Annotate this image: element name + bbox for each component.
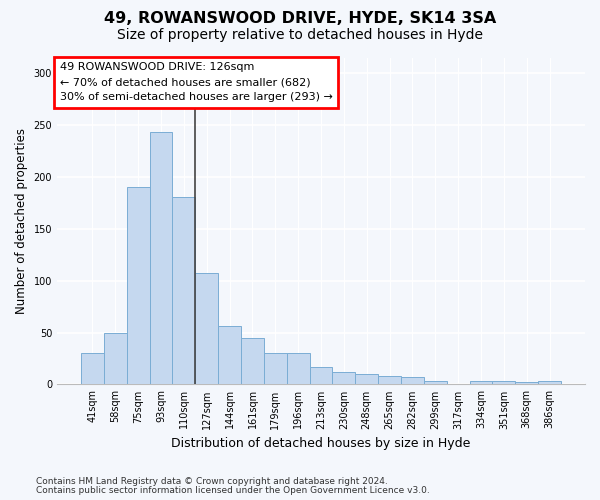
Bar (241, 338, 264, 384)
Bar (264, 354, 287, 384)
Bar (127, 187, 149, 384)
Y-axis label: Number of detached properties: Number of detached properties (15, 128, 28, 314)
Bar (424, 382, 447, 384)
Bar (149, 132, 172, 384)
Bar (332, 372, 355, 384)
X-axis label: Distribution of detached houses by size in Hyde: Distribution of detached houses by size … (172, 437, 471, 450)
Bar (493, 382, 515, 384)
Bar (401, 377, 424, 384)
Bar (218, 326, 241, 384)
Text: 49 ROWANSWOOD DRIVE: 126sqm
← 70% of detached houses are smaller (682)
30% of se: 49 ROWANSWOOD DRIVE: 126sqm ← 70% of det… (59, 62, 332, 102)
Text: Contains public sector information licensed under the Open Government Licence v3: Contains public sector information licen… (36, 486, 430, 495)
Bar (310, 367, 332, 384)
Bar (81, 354, 104, 384)
Bar (355, 374, 378, 384)
Bar (538, 382, 561, 384)
Text: Contains HM Land Registry data © Crown copyright and database right 2024.: Contains HM Land Registry data © Crown c… (36, 477, 388, 486)
Bar (515, 382, 538, 384)
Bar (287, 354, 310, 384)
Bar (378, 376, 401, 384)
Bar (172, 196, 196, 384)
Text: 49, ROWANSWOOD DRIVE, HYDE, SK14 3SA: 49, ROWANSWOOD DRIVE, HYDE, SK14 3SA (104, 11, 496, 26)
Text: Size of property relative to detached houses in Hyde: Size of property relative to detached ho… (117, 28, 483, 42)
Bar (104, 332, 127, 384)
Bar (470, 382, 493, 384)
Bar (196, 274, 218, 384)
